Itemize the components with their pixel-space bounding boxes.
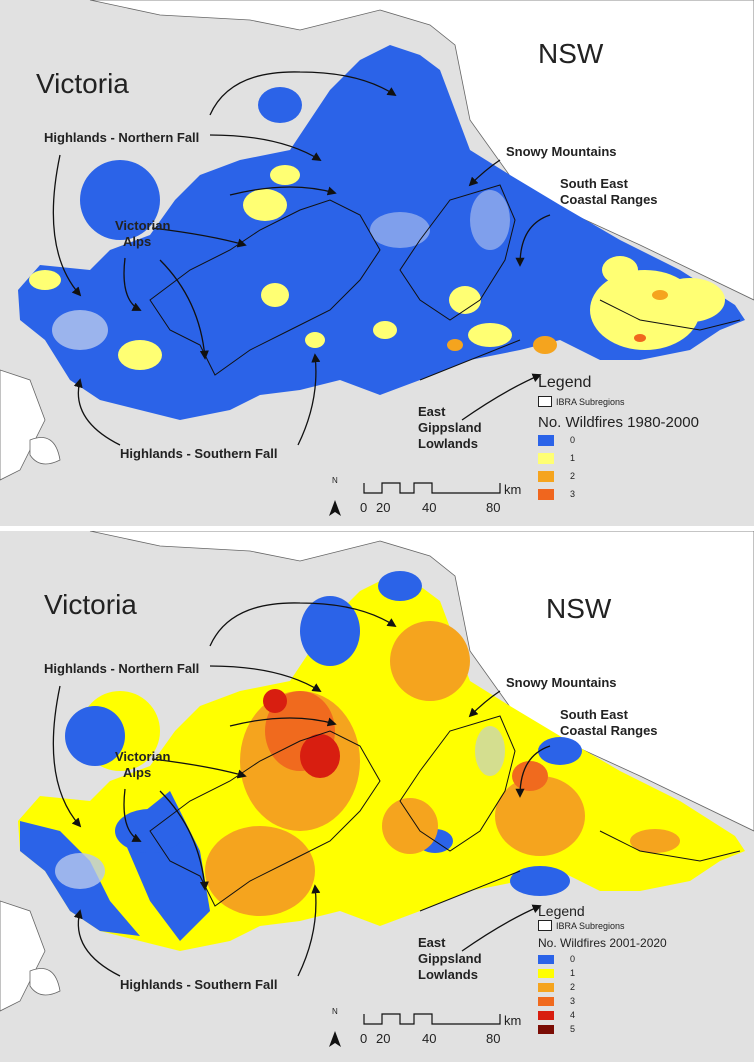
- legend-label: 3: [570, 489, 576, 499]
- legend-title: Legend: [538, 374, 592, 391]
- legend-ibra-entry: IBRA Subregions: [538, 396, 699, 407]
- legend-label: 2: [570, 982, 576, 992]
- legend-item-0: 0: [538, 431, 699, 449]
- region-label-east-gippsland-lowlands: East Gippsland Lowlands: [418, 935, 482, 982]
- region-label-snowy-mountains: Snowy Mountains: [506, 675, 617, 690]
- legend-swatch: [538, 982, 554, 992]
- north-arrow-icon: [329, 500, 341, 516]
- legend-swatch: [538, 996, 554, 1006]
- legend-subtitle: No. Wildfires 2001-2020: [538, 936, 667, 950]
- legend-items: 0 1 2 3: [538, 431, 699, 503]
- legend-label: 1: [570, 453, 576, 463]
- legend-item-2: 2: [538, 980, 667, 994]
- state-label-victoria: Victoria: [36, 68, 129, 99]
- legend-item-3: 3: [538, 485, 699, 503]
- region-label-south-east-coastal-ranges: South East Coastal Ranges: [560, 176, 658, 207]
- legend-title: Legend: [538, 903, 585, 919]
- legend-item-5: 5: [538, 1022, 667, 1036]
- map-panel-1980-2000: Victoria NSW Highlands - Northern Fall S…: [0, 0, 754, 526]
- legend-label: 2: [570, 471, 576, 481]
- legend-swatch: [538, 434, 554, 446]
- legend: Legend IBRA Subregions No. Wildfires 200…: [538, 903, 667, 1036]
- west-island: [29, 968, 61, 996]
- scale-bar: [363, 1013, 501, 1025]
- region-label-south-east-coastal-ranges: South East Coastal Ranges: [560, 707, 658, 738]
- west-landmass: [0, 900, 46, 1012]
- north-label: N: [332, 1007, 338, 1016]
- annotation-arrows: [52, 602, 551, 977]
- region-label-southern-fall: Highlands - Southern Fall: [120, 977, 278, 992]
- region-label-northern-fall: Highlands - Northern Fall: [44, 130, 200, 145]
- wildfire-map-2001-2020: [0, 531, 754, 1047]
- legend-label: 0: [570, 435, 576, 445]
- panel-divider: [0, 526, 754, 531]
- wildfire-map-1980-2000: [0, 0, 754, 516]
- region-label-southern-fall: Highlands - Southern Fall: [120, 446, 278, 461]
- legend-swatch: [538, 452, 554, 464]
- state-label-nsw: NSW: [538, 38, 604, 69]
- legend-label: 1: [570, 968, 576, 978]
- legend-swatch: [538, 1024, 554, 1034]
- legend-items: 0 1 2 3 4 5: [538, 952, 667, 1036]
- legend-label: 0: [570, 954, 576, 964]
- legend-swatch: [538, 470, 554, 482]
- region-label-victorian-alps: Victorian Alps: [115, 218, 171, 249]
- legend-ibra-entry: IBRA Subregions: [538, 920, 667, 931]
- region-label-snowy-mountains: Snowy Mountains: [506, 144, 617, 159]
- legend-swatch: [538, 954, 554, 964]
- region-label-east-gippsland-lowlands: East Gippsland Lowlands: [418, 404, 482, 451]
- region-label-victorian-alps: Victorian Alps: [115, 749, 171, 780]
- legend-subtitle: No. Wildfires 1980-2000: [538, 414, 699, 431]
- north-arrow-icon: [329, 1031, 341, 1047]
- legend-item-1: 1: [538, 966, 667, 980]
- nsw-landmass: [89, 0, 754, 301]
- legend-label: 4: [570, 1010, 576, 1020]
- region-label-northern-fall: Highlands - Northern Fall: [44, 661, 200, 676]
- legend-item-0: 0: [538, 952, 667, 966]
- scale-bar: [363, 482, 501, 494]
- legend-item-3: 3: [538, 994, 667, 1008]
- legend-label: 5: [570, 1024, 576, 1034]
- annotation-arrows: [52, 71, 551, 446]
- state-label-nsw: NSW: [546, 593, 612, 624]
- west-island: [29, 437, 61, 465]
- legend-item-1: 1: [538, 449, 699, 467]
- state-label-victoria: Victoria: [44, 589, 137, 620]
- nsw-landmass: [89, 531, 754, 832]
- map-panel-2001-2020: Victoria NSW Highlands - Northern Fall S…: [0, 531, 754, 1062]
- legend-item-4: 4: [538, 1008, 667, 1022]
- north-label: N: [332, 476, 338, 485]
- legend-swatch: [538, 488, 554, 500]
- legend-swatch: [538, 1010, 554, 1020]
- west-landmass: [0, 369, 46, 481]
- legend-label: 3: [570, 996, 576, 1006]
- legend: Legend IBRA Subregions No. Wildfires 198…: [538, 374, 699, 503]
- legend-swatch: [538, 968, 554, 978]
- legend-item-2: 2: [538, 467, 699, 485]
